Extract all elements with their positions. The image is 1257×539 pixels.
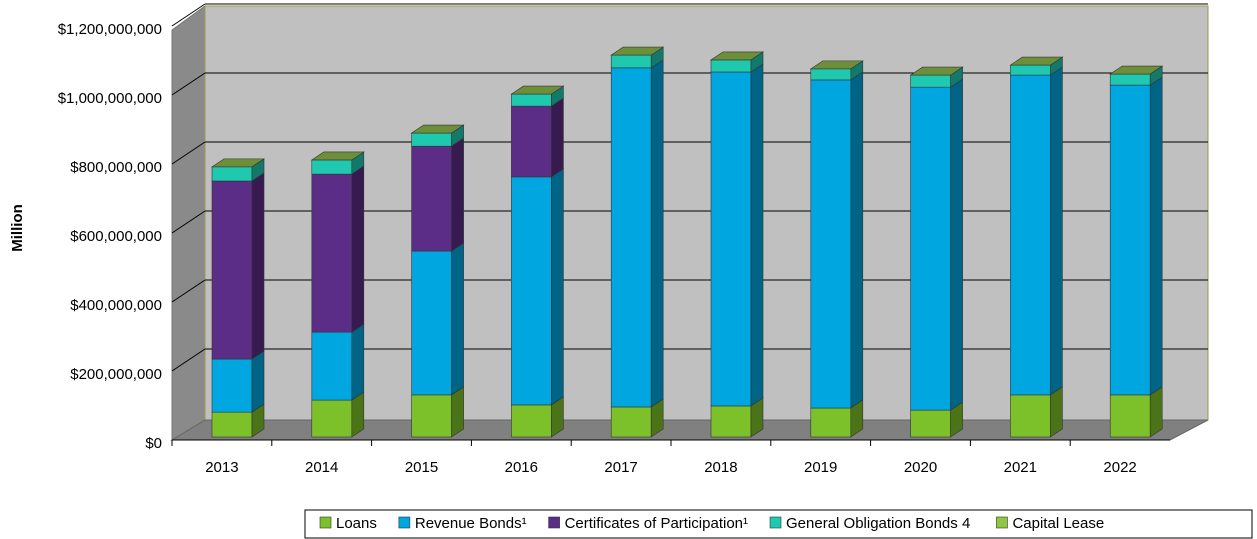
bar-segment — [1109, 73, 1151, 86]
y-tick-label: $800,000,000 — [70, 159, 162, 176]
bar-side — [1050, 386, 1063, 438]
x-tick-label: 2014 — [305, 459, 338, 476]
bar-top — [310, 151, 365, 161]
legend-label: Revenue Bonds¹ — [415, 515, 527, 532]
legend-swatch — [398, 516, 411, 529]
bar-side — [1149, 76, 1163, 396]
bar-segment — [411, 394, 452, 438]
bar-segment — [1010, 394, 1051, 438]
x-tick-label: 2015 — [405, 459, 438, 476]
bar-segment — [311, 159, 353, 175]
left-wall — [171, 5, 206, 441]
y-tick-label: $1,000,000,000 — [58, 90, 162, 107]
bar-top — [710, 51, 764, 61]
x-tick-label: 2021 — [1004, 459, 1037, 476]
bar-segment — [1010, 74, 1051, 396]
bar-segment — [311, 173, 353, 333]
bar-side — [1149, 386, 1163, 438]
bar-segment — [910, 409, 951, 438]
bar-segment — [211, 358, 253, 413]
x-tick-label: 2018 — [704, 459, 737, 476]
bar-segment — [511, 176, 552, 406]
bar-top — [610, 46, 665, 56]
bar-side — [551, 97, 564, 178]
y-tick-label: $0 — [145, 435, 162, 452]
bar-segment — [710, 71, 752, 407]
bar-side — [451, 386, 464, 438]
bar-segment — [411, 132, 452, 147]
grid-line — [171, 279, 206, 303]
bar-segment — [610, 54, 652, 69]
bar-side — [351, 323, 365, 401]
grid-line — [171, 210, 206, 234]
bar-segment — [511, 93, 552, 107]
legend-swatch — [996, 516, 1008, 529]
bar-segment — [1109, 394, 1151, 438]
grid-line — [171, 141, 206, 165]
x-tick-label: 2016 — [505, 459, 538, 476]
bar-top — [211, 158, 265, 168]
bar-segment — [211, 180, 253, 360]
bar-side — [750, 63, 764, 407]
bar-segment — [211, 411, 253, 438]
bar-segment — [211, 166, 253, 182]
legend-swatch — [769, 516, 782, 529]
bar-top — [1009, 56, 1064, 66]
grid-line — [171, 72, 206, 96]
bar-side — [351, 165, 365, 333]
legend-swatch — [319, 516, 332, 529]
bar-side — [251, 350, 265, 413]
bar-segment — [810, 68, 852, 81]
bar-segment — [610, 67, 652, 408]
bar-segment — [810, 79, 852, 409]
bar-side — [451, 137, 464, 252]
legend-label: Capital Lease — [1012, 515, 1104, 532]
bar-segment — [910, 74, 951, 88]
legend-label: General Obligation Bonds 4 — [786, 515, 970, 532]
bar-segment — [710, 59, 752, 73]
bar-segment — [411, 250, 452, 396]
y-tick-label: $600,000,000 — [70, 228, 162, 245]
bar-side — [850, 71, 864, 409]
grid-line — [171, 3, 206, 27]
y-tick-label: $200,000,000 — [70, 366, 162, 383]
x-tick-label: 2013 — [205, 459, 238, 476]
bar-top — [410, 124, 465, 134]
x-tick-label: 2022 — [1103, 459, 1136, 476]
y-axis-label: Million — [9, 204, 26, 252]
bar-top — [510, 85, 565, 95]
x-tick-label: 2020 — [904, 459, 937, 476]
bar-segment — [910, 86, 951, 411]
bar-segment — [311, 399, 353, 438]
bar-side — [451, 242, 464, 396]
bar-segment — [411, 145, 452, 252]
y-tick-label: $400,000,000 — [70, 297, 162, 314]
bar-side — [551, 168, 564, 406]
bar-side — [950, 78, 963, 411]
grid-line — [171, 348, 206, 372]
bar-segment — [511, 404, 552, 438]
bar-top — [1109, 65, 1164, 75]
x-tick-label: 2019 — [804, 459, 837, 476]
bar-side — [650, 59, 664, 408]
bar-segment — [610, 406, 652, 438]
legend-label: Loans — [336, 515, 377, 532]
legend-label: Certificates of Participation¹ — [565, 515, 748, 532]
bar-segment — [810, 407, 852, 438]
bar-segment — [710, 405, 752, 438]
legend-swatch — [548, 516, 560, 529]
bar-segment — [1109, 84, 1151, 396]
y-tick-label: $1,200,000,000 — [58, 21, 162, 38]
bar-segment — [1010, 64, 1051, 76]
bar-top — [809, 60, 864, 70]
bar-side — [1050, 66, 1063, 396]
bar-segment — [511, 105, 552, 178]
bar-segment — [311, 331, 353, 401]
bar-top — [909, 66, 964, 76]
bar-side — [251, 172, 265, 360]
x-tick-label: 2017 — [604, 459, 637, 476]
